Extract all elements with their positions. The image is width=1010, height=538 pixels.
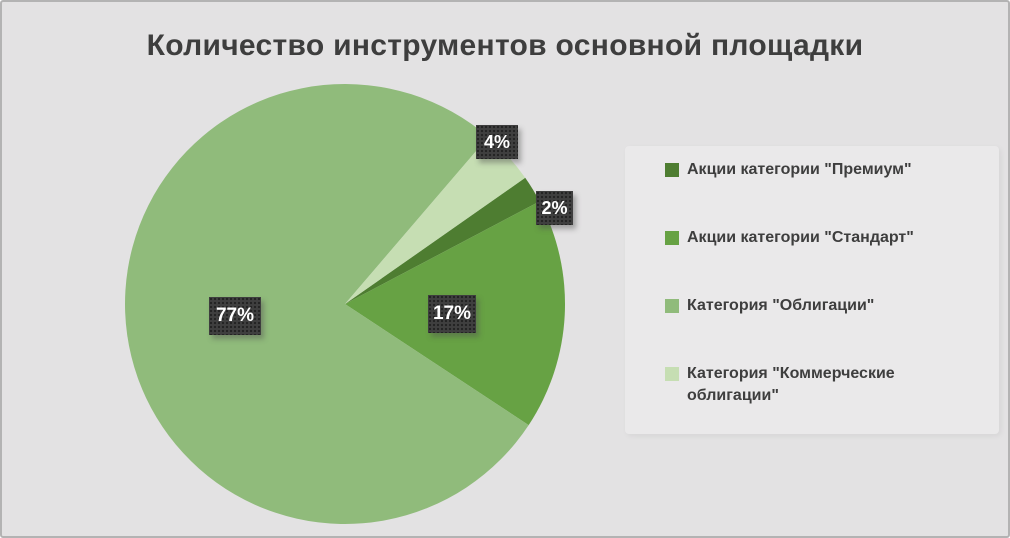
legend-swatch-icon [665, 231, 679, 245]
legend-item-label: Категория "Коммерческие облигации" [687, 365, 895, 404]
pie-slice-2 [125, 84, 529, 525]
legend-item-obligacii: Категория "Облигации" [665, 295, 999, 317]
legend-swatch-icon [665, 163, 679, 177]
legend-item-label: Акции категории "Премиум" [687, 161, 912, 178]
legend-swatch-icon [665, 299, 679, 313]
legend-swatch-icon [665, 367, 679, 381]
pie-slice-3 [345, 136, 526, 304]
chart-title: Количество инструментов основной площадк… [146, 29, 864, 62]
data-label-kommercheskie-obligacii: 4% [476, 125, 518, 159]
legend-panel: Акции категории "Премиум" Акции категори… [625, 146, 999, 434]
data-label-obligacii: 77% [209, 297, 261, 335]
legend-item-akcii-premium: Акции категории "Премиум" [665, 159, 999, 181]
data-label-akcii-standart: 17% [428, 295, 476, 333]
pie-slice-0 [345, 177, 540, 304]
legend-item-label: Категория "Облигации" [687, 297, 875, 314]
legend-item-akcii-standart: Акции категории "Стандарт" [665, 227, 999, 249]
legend-item-label: Акции категории "Стандарт" [687, 229, 914, 246]
data-label-akcii-premium: 2% [536, 191, 573, 225]
legend-item-kommercheskie-obligacii: Категория "Коммерческие облигации" [665, 363, 999, 407]
